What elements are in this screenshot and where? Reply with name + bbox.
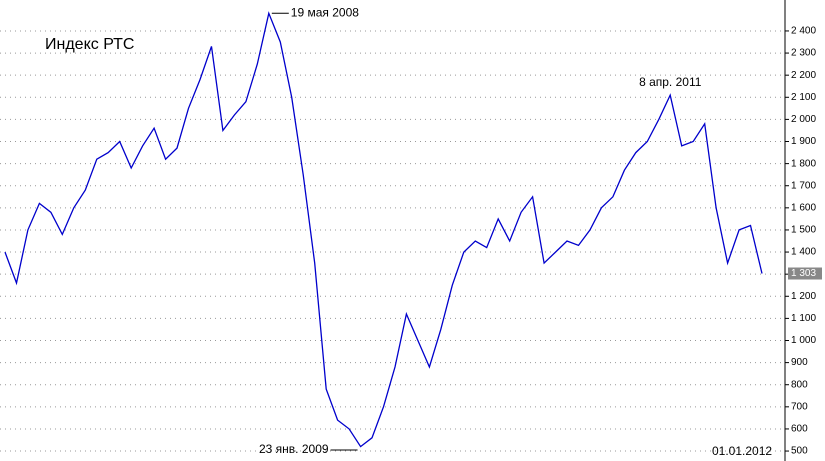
end-date: 01.01.2012: [712, 444, 772, 458]
y-tick-label: 600: [791, 424, 808, 435]
y-tick-label: 800: [791, 379, 808, 390]
value-label: 1 303: [791, 268, 816, 279]
y-tick-label: 900: [791, 357, 808, 368]
annotation: 8 апр. 2011: [639, 75, 702, 89]
y-tick-label: 1 600: [791, 202, 816, 213]
value-label-box: [788, 267, 822, 280]
annotation: 19 мая 2008: [291, 5, 359, 19]
y-tick-label: 2 000: [791, 114, 816, 125]
y-tick-label: 2 300: [791, 48, 816, 59]
y-tick-label: 1 700: [791, 180, 816, 191]
y-tick-label: 500: [791, 446, 808, 457]
y-tick-label: 1 400: [791, 247, 816, 258]
y-tick-label: 2 200: [791, 70, 816, 81]
line: [4, 11, 763, 448]
chart-title: Индекс РТС: [45, 36, 134, 53]
y-tick-label: 1 500: [791, 225, 816, 236]
y-tick-label: 2 400: [791, 26, 816, 37]
y-tick-label: 2 100: [791, 92, 816, 103]
annotation: 23 янв. 2009: [259, 442, 329, 456]
y-tick-label: 700: [791, 401, 808, 412]
y-tick-label: 1 200: [791, 291, 816, 302]
y-tick-label: 1 800: [791, 158, 816, 169]
y-tick-label: 1 100: [791, 313, 816, 324]
y-tick-label: 1 900: [791, 136, 816, 147]
y-tick-label: 1 000: [791, 335, 816, 346]
